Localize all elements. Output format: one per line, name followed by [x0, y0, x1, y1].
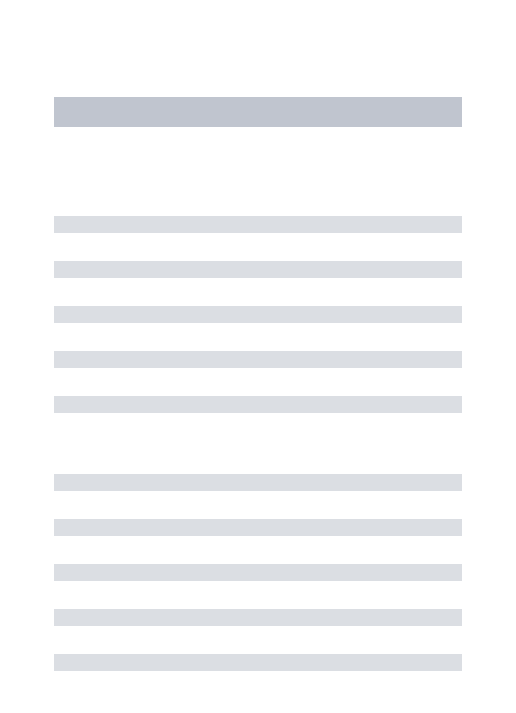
skeleton-line [54, 351, 462, 368]
skeleton-line [54, 261, 462, 278]
skeleton-line-group [54, 216, 462, 413]
skeleton-line-group [54, 474, 462, 671]
skeleton-line [54, 216, 462, 233]
skeleton-line [54, 396, 462, 413]
skeleton-loader [54, 97, 462, 671]
skeleton-header-bar [54, 97, 462, 127]
skeleton-line [54, 306, 462, 323]
skeleton-line [54, 564, 462, 581]
skeleton-line [54, 609, 462, 626]
skeleton-line [54, 519, 462, 536]
skeleton-line [54, 474, 462, 491]
skeleton-line [54, 654, 462, 671]
